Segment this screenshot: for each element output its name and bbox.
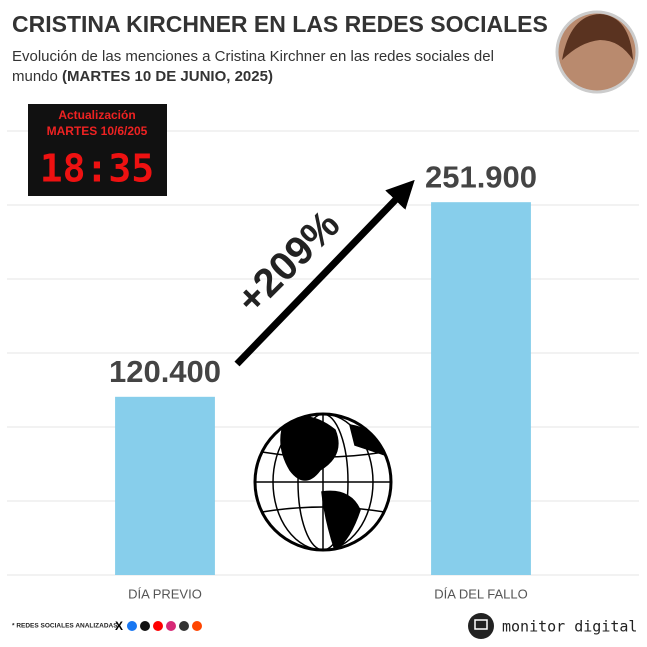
value-label: 120.400	[109, 354, 221, 389]
clock-date: MARTES 10/6/205	[47, 124, 148, 138]
clock	[28, 104, 167, 196]
x-tick-label: DÍA PREVIO	[128, 586, 202, 601]
subtitle: mundo (MARTES 10 DE JUNIO, 2025)	[12, 68, 273, 85]
arrow	[234, 179, 415, 367]
clock-label: Actualización	[58, 108, 135, 122]
x-tick-label: DÍA DEL FALLO	[434, 586, 527, 601]
brand: monitor digital	[502, 618, 637, 636]
subtitle-line: mundo	[12, 68, 58, 85]
svg-text:X: X	[115, 619, 123, 633]
globe	[253, 412, 393, 552]
clock-time: 18:35	[40, 147, 154, 191]
subtitle: Evolución de las menciones a Cristina Ki…	[12, 48, 494, 65]
annotation: +209%	[228, 202, 348, 322]
bar	[115, 396, 215, 575]
bar	[431, 202, 531, 576]
footer-note: * REDES SOCIALES ANALIZADAS	[12, 623, 118, 630]
bars	[115, 202, 531, 576]
portrait-hair	[562, 14, 633, 60]
brand-logo-screen	[474, 619, 488, 630]
chart-title: CRISTINA KIRCHNER EN LAS REDES SOCIALES	[12, 11, 548, 37]
subtitle-date: (MARTES 10 DE JUNIO, 2025)	[62, 68, 273, 85]
brand-logo	[468, 613, 494, 639]
social-icons: X	[115, 619, 202, 633]
value-label: 251.900	[425, 159, 537, 194]
